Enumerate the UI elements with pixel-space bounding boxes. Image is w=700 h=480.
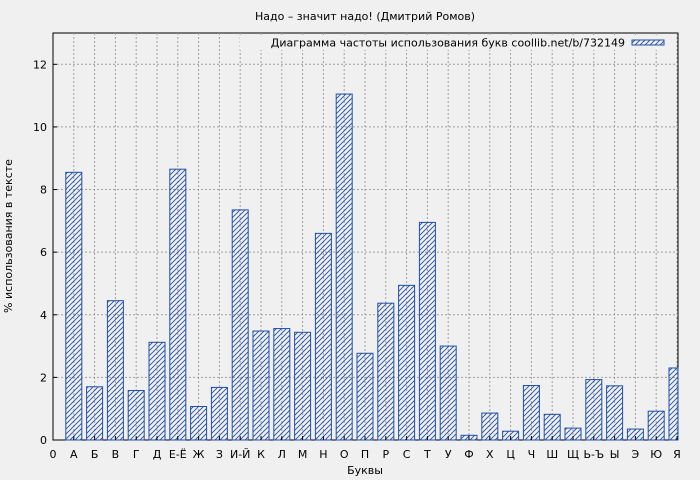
x-axis-label: Буквы — [347, 464, 383, 477]
bar-П — [356, 352, 374, 441]
x-tick-label: И-Й — [230, 448, 250, 461]
y-axis-ticks: 0 2 4 6 8 10 12 — [33, 58, 57, 447]
bar-Ж — [190, 406, 208, 441]
x-tick-label: Ч — [528, 448, 536, 461]
bar-Ь-Ъ — [585, 379, 603, 441]
bar-Ю — [647, 410, 665, 441]
x-tick-label: Ь-Ъ — [583, 448, 604, 461]
x-tick-label: М — [298, 448, 308, 461]
x-tick-label: Т — [423, 448, 431, 461]
legend-swatch — [631, 39, 665, 46]
x-tick-label: Ф — [464, 448, 473, 461]
x-tick-label: Н — [319, 448, 327, 461]
x-tick-label: Р — [382, 448, 389, 461]
y-axis-label: % использования в тексте — [2, 159, 15, 313]
bar-И-Й — [231, 209, 249, 441]
bar-К — [252, 330, 270, 441]
x-tick-label: В — [112, 448, 120, 461]
chart-title: Надо – значит надо! (Дмитрий Ромов) — [255, 10, 475, 23]
bar-Х — [481, 412, 499, 441]
x-tick-label: Я — [673, 448, 681, 461]
bar-А — [65, 171, 83, 441]
bar-Л — [273, 328, 291, 441]
x-tick-label: Е-Ё — [169, 448, 187, 461]
x-tick-label: Щ — [567, 448, 579, 461]
x-tick-label: Ж — [193, 448, 205, 461]
x-tick-label: С — [403, 448, 411, 461]
y-tick-label: 12 — [33, 58, 47, 71]
bar-Р — [377, 302, 395, 441]
x-tick-label: З — [216, 448, 223, 461]
x-tick-label: Ю — [650, 448, 662, 461]
x-tick-label: Х — [486, 448, 494, 461]
bars — [65, 93, 679, 441]
x-tick-label: К — [257, 448, 265, 461]
y-tick-label: 0 — [40, 434, 47, 447]
bar-З — [210, 386, 228, 441]
bar-Я — [668, 367, 679, 441]
y-tick-label: 10 — [33, 121, 47, 134]
bar-М — [294, 331, 312, 441]
x-tick-label: Б — [91, 448, 99, 461]
x-tick-label: Ц — [506, 448, 515, 461]
bar-О — [335, 93, 353, 441]
bar-Е-Ё — [169, 168, 187, 441]
x-tick-label: Д — [153, 448, 162, 461]
bar-Н — [314, 232, 332, 441]
x-tick-label: Ш — [546, 448, 558, 461]
bar-У — [439, 345, 457, 441]
x-tick-label: Ы — [610, 448, 620, 461]
x-tick-label: П — [361, 448, 369, 461]
bar-Б — [86, 386, 104, 441]
bar-Ч — [522, 385, 540, 441]
x-tick-label: Э — [632, 448, 640, 461]
y-tick-label: 8 — [40, 184, 47, 197]
y-tick-label: 6 — [40, 246, 47, 259]
bar-С — [398, 284, 416, 441]
bar-Т — [418, 221, 436, 441]
y-tick-label: 2 — [40, 371, 47, 384]
x-tick-label: О — [340, 448, 349, 461]
legend: Диаграмма частоты использования букв coo… — [240, 37, 675, 50]
bar-Г — [127, 390, 145, 441]
x-axis-ticks: 0 А Б В Г Д Е-Ё Ж З И-Й К Л М Н О П Р С Т У Ф Х Ц Ч Ш Щ Ь-Ъ Ы Э Ю Я — [50, 436, 681, 461]
x-tick-label: 0 — [50, 448, 57, 461]
bar-Ы — [606, 385, 624, 441]
bar-В — [106, 300, 124, 441]
legend-background — [240, 37, 675, 50]
x-tick-label: Л — [278, 448, 286, 461]
bar-Д — [148, 341, 166, 441]
legend-label: Диаграмма частоты использования букв coo… — [271, 37, 625, 50]
y-tick-label: 4 — [40, 309, 47, 322]
x-tick-label: А — [70, 448, 78, 461]
x-tick-label: Г — [133, 448, 140, 461]
x-tick-label: У — [445, 448, 452, 461]
